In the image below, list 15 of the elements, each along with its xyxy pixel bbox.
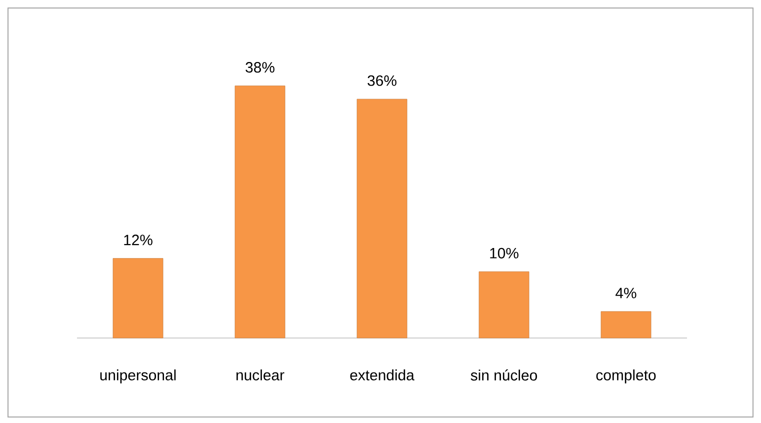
bar xyxy=(112,258,164,338)
bar xyxy=(600,311,652,338)
x-tick-label: extendida xyxy=(350,369,414,380)
x-tick-label: completo xyxy=(596,369,656,384)
data-label: 4% xyxy=(616,288,636,298)
data-label: 10% xyxy=(490,248,518,258)
bar xyxy=(478,271,530,338)
x-tick-label: nuclear xyxy=(236,369,284,380)
data-label: 38% xyxy=(246,62,274,73)
bar xyxy=(234,86,286,338)
data-label: 12% xyxy=(124,234,152,246)
bar xyxy=(356,98,408,338)
x-tick-label: unipersonal xyxy=(100,369,176,384)
data-label: 36% xyxy=(368,75,396,86)
x-tick-label: sin núcleo xyxy=(470,369,537,381)
